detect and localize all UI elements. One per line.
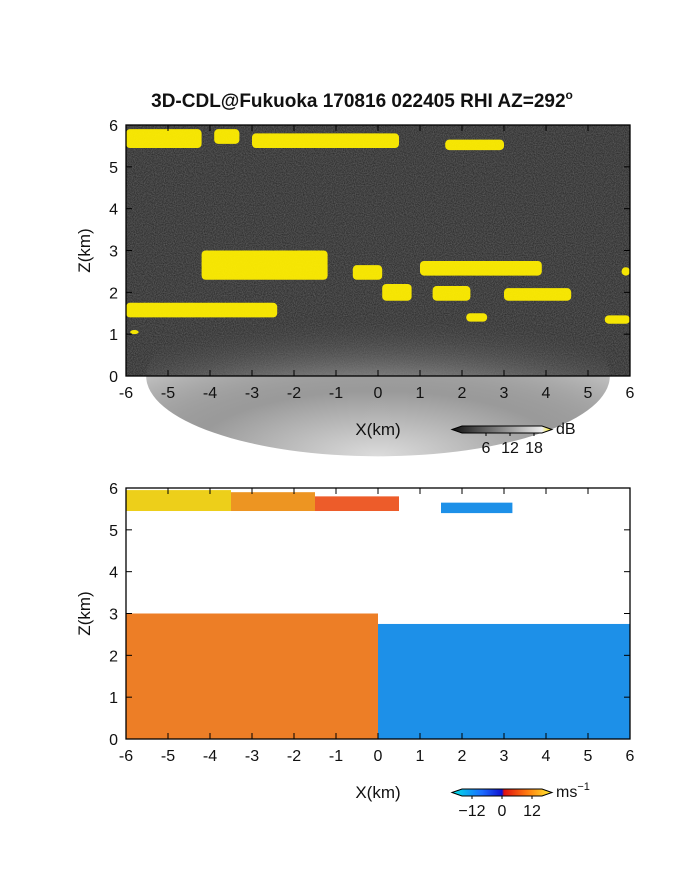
x-tick-label: 6 — [626, 748, 635, 765]
reflectivity-x-label: X(km) — [355, 420, 400, 439]
x-tick-label: 1 — [416, 385, 425, 402]
x-tick-label: -3 — [245, 385, 259, 402]
velocity-region-5 — [378, 623, 630, 739]
x-tick-label: 6 — [626, 385, 635, 402]
velocity-y-label: Z(km) — [75, 591, 94, 635]
colorbar-tick-label: 12 — [523, 803, 541, 820]
x-tick-label: 0 — [374, 385, 383, 402]
y-tick-label: 2 — [109, 648, 118, 665]
x-tick-label: -1 — [329, 385, 343, 402]
colorbar-tick-label: −12 — [458, 803, 485, 820]
x-tick-label: 5 — [584, 385, 593, 402]
echo-layer-0 — [126, 129, 202, 149]
x-tick-label: -2 — [287, 385, 301, 402]
echo-layer-5 — [352, 265, 383, 280]
echo-layer-10 — [621, 267, 630, 276]
x-tick-label: 1 — [416, 748, 425, 765]
y-tick-label: 3 — [109, 244, 118, 261]
velocity-x-label: X(km) — [355, 783, 400, 802]
echo-layer-9 — [504, 288, 572, 301]
y-tick-label: 5 — [109, 523, 118, 540]
y-tick-label: 0 — [109, 732, 118, 749]
y-tick-label: 0 — [109, 369, 118, 386]
x-tick-label: -6 — [119, 385, 133, 402]
y-tick-label: 6 — [109, 481, 118, 498]
reflectivity-ticks: -6 -5 -4 -3 -2 -1 0 1 2 3 4 5 6 0 1 2 3 4 5 6 — [109, 118, 634, 402]
y-tick-label: 5 — [109, 160, 118, 177]
x-tick-label: 2 — [458, 385, 467, 402]
velocity-echo-regions — [126, 490, 630, 739]
y-tick-label: 2 — [109, 285, 118, 302]
echo-layer-14 — [130, 329, 139, 335]
x-tick-label: 3 — [500, 385, 509, 402]
reflectivity-echo-layers — [126, 129, 630, 335]
velocity-region-2 — [315, 496, 399, 512]
x-tick-label: 4 — [542, 385, 551, 402]
x-tick-label: 4 — [542, 748, 551, 765]
chart-title: 3D-CDL@Fukuoka 170816 022405 RHI AZ=292o — [151, 88, 573, 112]
velocity-region-1 — [231, 492, 315, 512]
echo-layer-6 — [382, 283, 412, 301]
y-tick-label: 1 — [109, 327, 118, 344]
echo-layer-1 — [214, 129, 240, 144]
echo-layer-3 — [445, 139, 504, 151]
echo-layer-12 — [466, 313, 488, 322]
x-tick-label: -1 — [329, 748, 343, 765]
y-tick-label: 4 — [109, 202, 118, 219]
velocity-region-4 — [126, 613, 378, 739]
echo-layer-11 — [126, 302, 278, 318]
x-tick-label: -5 — [161, 748, 175, 765]
echo-layer-7 — [420, 260, 542, 276]
x-tick-label: -6 — [119, 748, 133, 765]
x-tick-label: 2 — [458, 748, 467, 765]
colorbar-tick-label: 12 — [501, 440, 519, 457]
x-tick-label: -2 — [287, 748, 301, 765]
echo-layer-2 — [252, 133, 399, 149]
x-tick-label: -4 — [203, 748, 217, 765]
reflectivity-colorbar: 6 12 18 dB — [450, 421, 576, 457]
y-tick-label: 3 — [109, 607, 118, 624]
colorbar-tick-label: 0 — [498, 803, 507, 820]
colorbar-ramp — [450, 788, 554, 797]
y-tick-label: 4 — [109, 565, 118, 582]
reflectivity-y-label: Z(km) — [75, 228, 94, 272]
x-tick-label: -3 — [245, 748, 259, 765]
colorbar-tick-label: 18 — [525, 440, 543, 457]
echo-layer-4 — [201, 250, 328, 280]
x-tick-label: -5 — [161, 385, 175, 402]
velocity-region-3 — [441, 502, 513, 514]
x-tick-label: 0 — [374, 748, 383, 765]
x-tick-label: 3 — [500, 748, 509, 765]
colorbar-tick-label: 6 — [482, 440, 491, 457]
echo-layer-13 — [604, 315, 630, 324]
velocity-colorbar: −12 0 12 ms−1 — [450, 781, 590, 820]
velocity-region-0 — [126, 490, 231, 512]
velocity-ticks: -6 -5 -4 -3 -2 -1 0 1 2 3 4 5 6 0 1 2 3 4 5 6 — [109, 481, 634, 765]
colorbar-unit: ms−1 — [556, 781, 590, 801]
x-tick-label: -4 — [203, 385, 217, 402]
y-tick-label: 6 — [109, 118, 118, 135]
colorbar-unit: dB — [556, 421, 576, 438]
y-tick-label: 1 — [109, 690, 118, 707]
colorbar-ramp — [450, 425, 554, 434]
x-tick-label: 5 — [584, 748, 593, 765]
echo-layer-8 — [432, 286, 471, 301]
